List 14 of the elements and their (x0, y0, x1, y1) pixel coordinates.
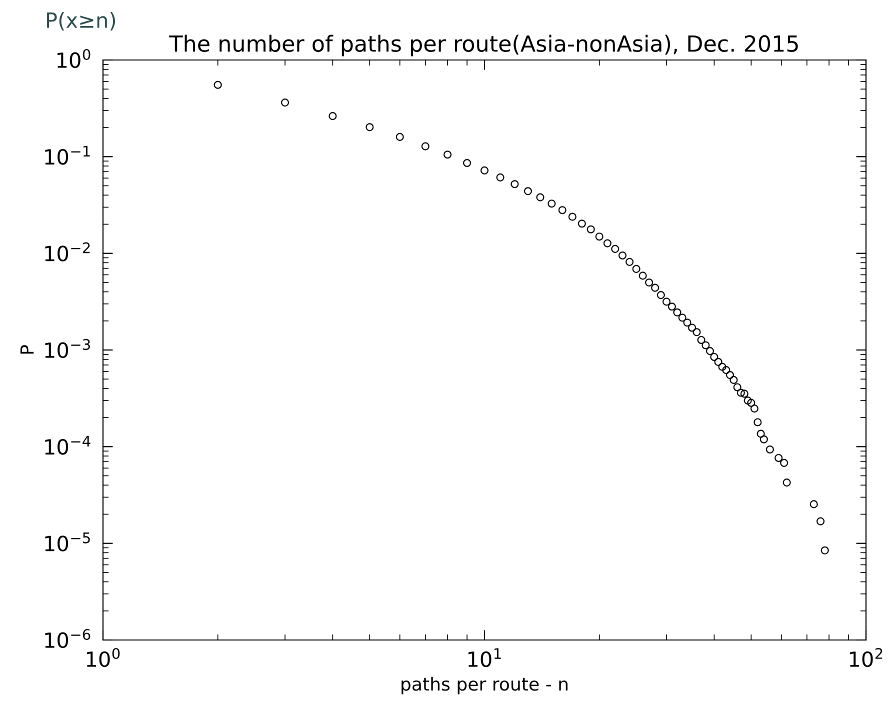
y-tick-label: 10$^{−6}$ (45, 628, 90, 648)
x-tick-label: 10$^{1}$ (468, 648, 501, 668)
y-tick-label: 10$^{−5}$ (45, 532, 90, 552)
y-tick-label: 10$^{−3}$ (45, 338, 90, 358)
chart-title: The number of paths per route(Asia-nonAsia), Dec. 2015 (169, 34, 798, 56)
x-tick-label: 10$^{0}$ (86, 648, 120, 668)
y-tick-label: 10$^{0}$ (58, 48, 90, 68)
y-tick-label: 10$^{−4}$ (45, 436, 90, 455)
y-axis-title: P (20, 345, 34, 354)
x-tick-label: 10$^{2}$ (850, 648, 882, 668)
y-tick-label: 10$^{−1}$ (45, 146, 90, 165)
x-axis-title: paths per route - n (402, 676, 568, 694)
text: P(x≥n) (47, 12, 116, 30)
y-tick-label: 10$^{−2}$ (45, 242, 90, 262)
